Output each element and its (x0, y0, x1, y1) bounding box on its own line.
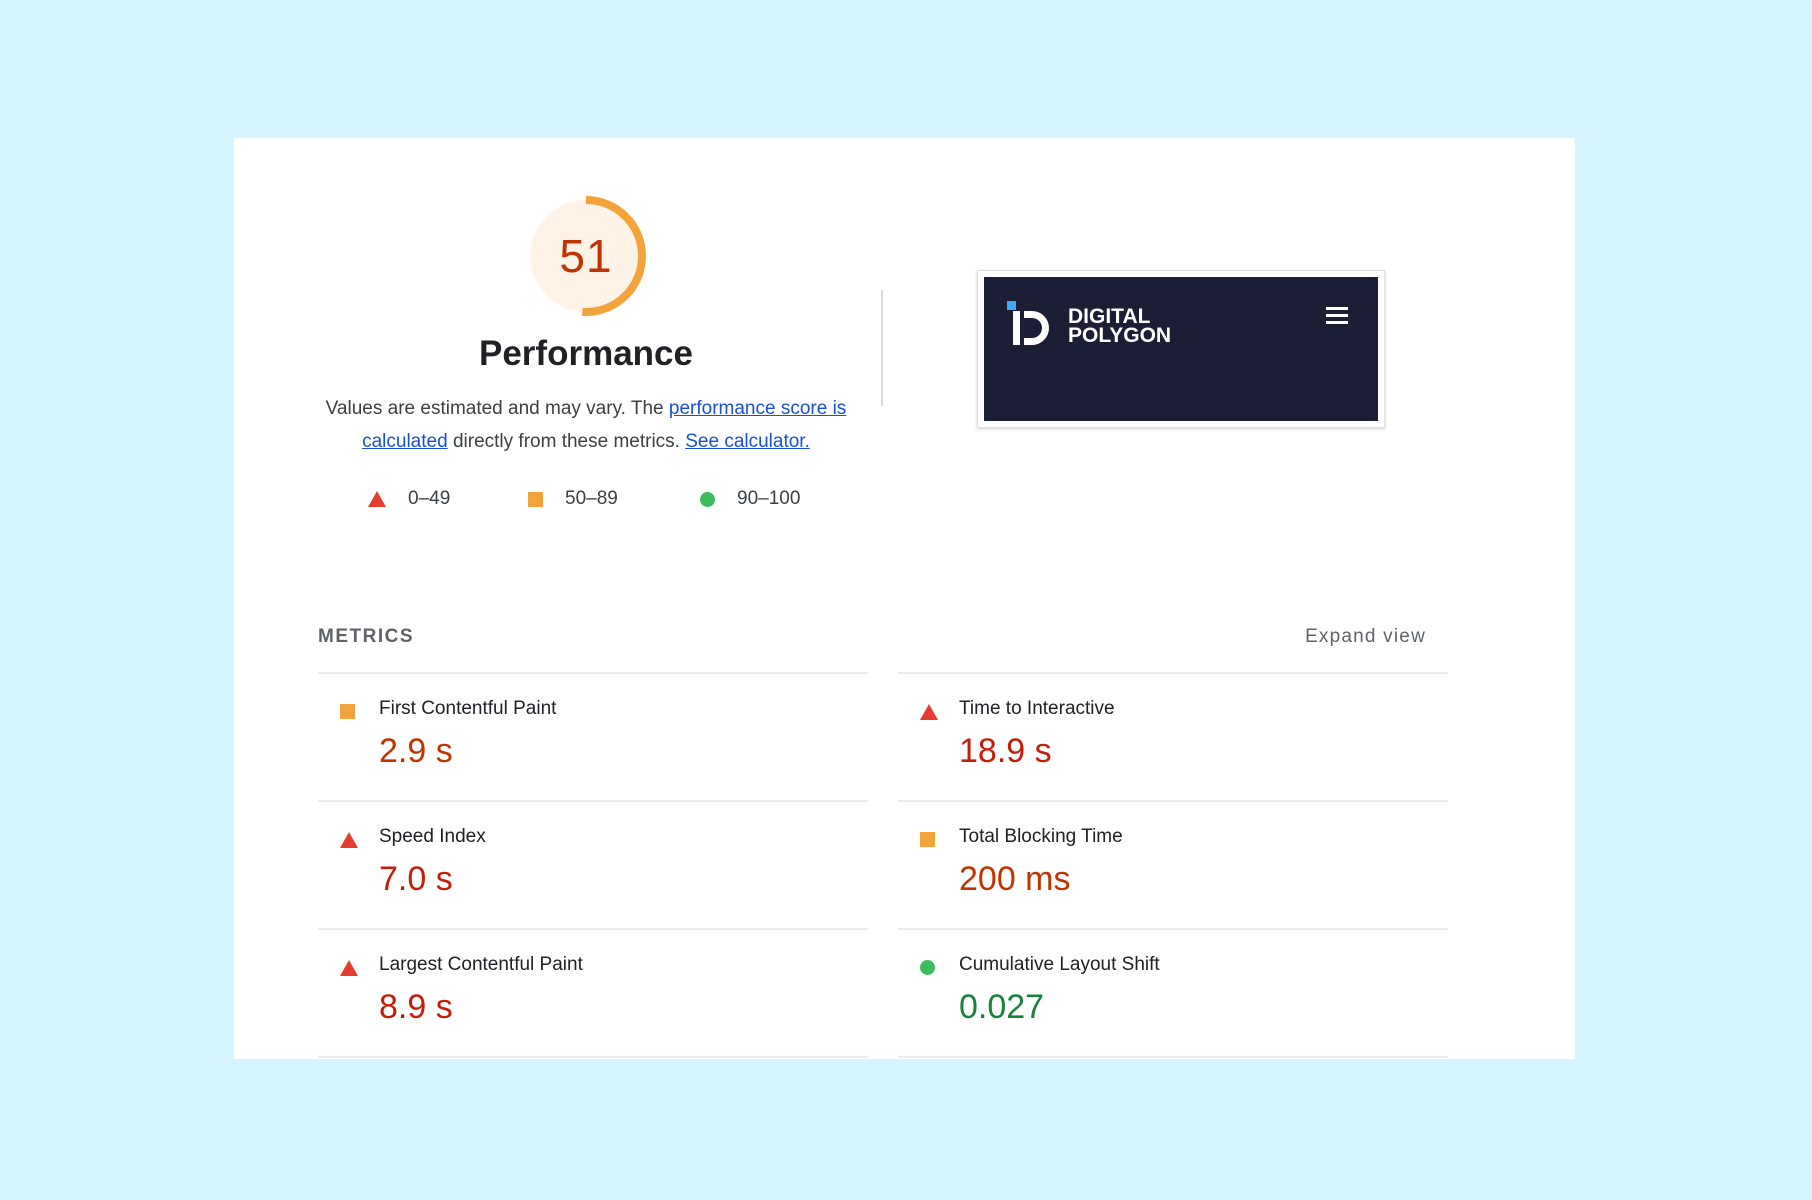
metric-total-blocking-time: Total Blocking Time 200 ms (898, 800, 1448, 928)
gauge-title: Performance (479, 334, 693, 373)
metric-label: Cumulative Layout Shift (959, 954, 1160, 975)
description-text-1: Values are estimated and may vary. The (325, 398, 669, 419)
red-triangle-icon (340, 832, 358, 848)
metric-time-to-interactive: Time to Interactive 18.9 s (898, 672, 1448, 800)
green-circle-icon (700, 491, 715, 507)
metric-label: Largest Contentful Paint (379, 954, 583, 975)
see-calculator-link[interactable]: See calculator. (685, 431, 810, 452)
expand-view-toggle[interactable]: Expand view (1305, 626, 1426, 647)
legend-item-good: 90–100 (700, 488, 800, 510)
metric-first-contentful-paint: First Contentful Paint 2.9 s (318, 672, 868, 800)
legend-range: 90–100 (737, 488, 801, 509)
metric-speed-index: Speed Index 7.0 s (318, 800, 868, 928)
performance-score-gauge: 51 (524, 194, 648, 318)
metric-value: 8.9 s (379, 988, 453, 1026)
score-gauge-ring (526, 196, 646, 316)
score-legend: 0–49 50–89 90–100 (234, 488, 800, 509)
orange-square-icon (340, 704, 355, 719)
green-circle-icon (920, 960, 935, 975)
metric-value: 2.9 s (379, 732, 453, 770)
metric-value: 18.9 s (959, 732, 1052, 770)
logo-line-2: POLYGON (1068, 324, 1172, 347)
metric-label: Speed Index (379, 826, 486, 847)
metrics-column-left: First Contentful Paint 2.9 s Speed Index… (318, 672, 868, 1058)
metric-value: 0.027 (959, 988, 1045, 1026)
orange-square-icon (920, 832, 935, 847)
gauge-background (530, 200, 642, 312)
red-triangle-icon (368, 491, 386, 507)
score-description: Values are estimated and may vary. The p… (316, 392, 856, 458)
legend-item-average: 50–89 (528, 488, 618, 510)
metric-label: Total Blocking Time (959, 826, 1123, 847)
logo-wordmark: DIGITAL POLYGON (1068, 305, 1172, 347)
digital-polygon-logo-icon (1007, 301, 1049, 345)
hamburger-menu-icon (1326, 307, 1352, 327)
red-triangle-icon (920, 704, 938, 720)
screenshot-preview: DIGITAL POLYGON (984, 277, 1378, 421)
metric-value: 200 ms (959, 860, 1071, 898)
metrics-column-right: Time to Interactive 18.9 s Total Blockin… (898, 672, 1448, 1058)
gauge-arc (526, 196, 646, 316)
legend-range: 50–89 (565, 488, 618, 509)
performance-score-link[interactable]: performance score is calculated (362, 398, 847, 452)
vertical-divider (881, 290, 883, 406)
metric-label: Time to Interactive (959, 698, 1115, 719)
score-value: 51 (559, 230, 613, 282)
legend-range: 0–49 (408, 488, 451, 509)
red-triangle-icon (340, 960, 358, 976)
legend-item-poor: 0–49 (368, 488, 450, 510)
metric-value: 7.0 s (379, 860, 453, 898)
metric-largest-contentful-paint: Largest Contentful Paint 8.9 s (318, 928, 868, 1058)
metric-cumulative-layout-shift: Cumulative Layout Shift 0.027 (898, 928, 1448, 1058)
description-text-2: directly from these metrics. (447, 431, 686, 452)
logo-line-1: DIGITAL (1068, 305, 1151, 328)
metric-label: First Contentful Paint (379, 698, 557, 719)
lighthouse-report-card: 51 Performance Values are estimated and … (234, 138, 1575, 1059)
final-screenshot-thumbnail[interactable]: DIGITAL POLYGON (977, 270, 1385, 428)
orange-square-icon (528, 491, 543, 507)
metrics-header: METRICS (318, 626, 414, 647)
